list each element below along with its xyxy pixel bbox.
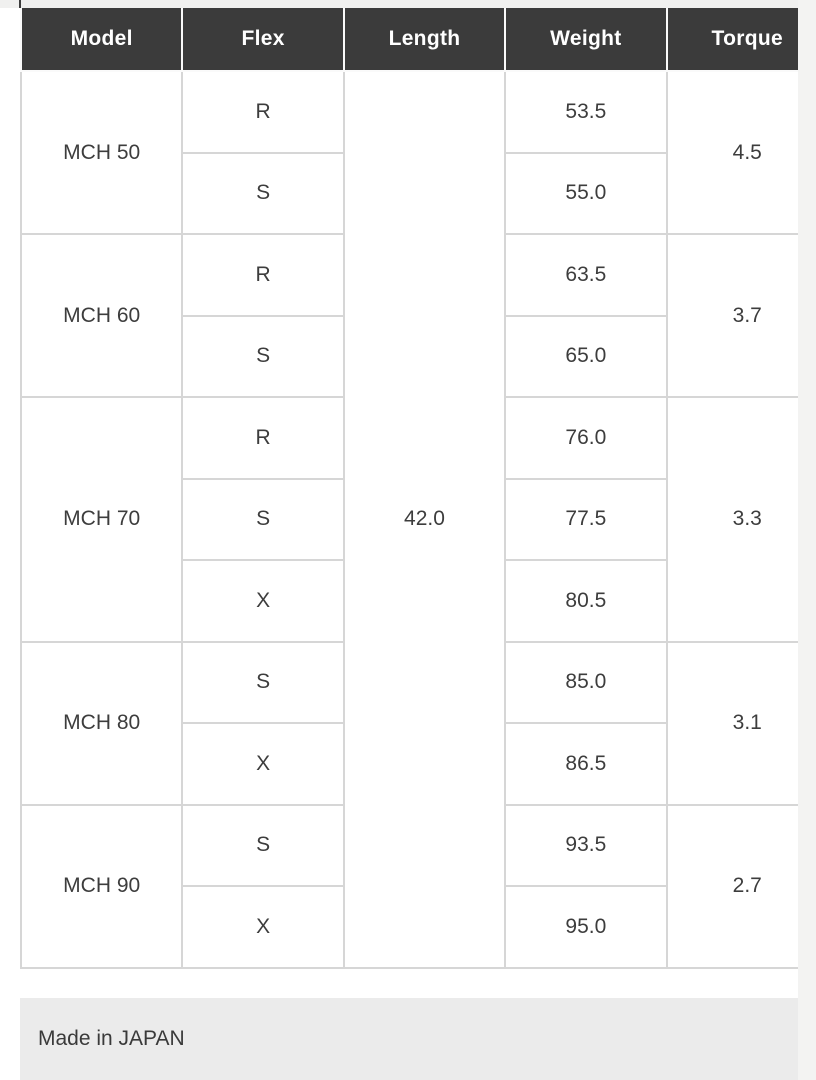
weight-cell: 86.5 (504, 722, 668, 806)
table-row: MCH 50 R 42.0 53.5 4.5 (20, 70, 798, 969)
flex-cell: X (181, 722, 345, 806)
flex-cell: R (181, 233, 345, 317)
column-header-torque: Torque (665, 8, 798, 72)
weight-cell: 85.0 (504, 640, 668, 724)
table-row: MCH 70 R 76.0 3.3 (20, 396, 798, 643)
flex-cell: R (181, 396, 345, 480)
made-in-japan-footer: Made in JAPAN (20, 998, 798, 1080)
weight-cell: 76.0 (504, 396, 668, 480)
flex-cell: X (181, 559, 345, 643)
torque-cell: 4.5 (665, 70, 798, 235)
column-header-flex: Flex (181, 8, 345, 72)
top-clipped-strip (0, 0, 798, 8)
flex-cell: X (181, 885, 345, 969)
spec-table-scroll-area[interactable]: Model Flex Length Weight Torque MCH 50 R 4… (20, 8, 798, 972)
table-left-border-sliver (19, 0, 21, 8)
column-header-weight: Weight (504, 8, 668, 72)
weight-cell: 77.5 (504, 477, 668, 561)
table-row: MCH 90 S 93.5 2.7 (20, 803, 798, 969)
torque-cell: 3.1 (665, 640, 798, 806)
model-cell: MCH 50 (20, 70, 184, 235)
spec-table-body: MCH 50 R 42.0 53.5 4.5 S 55.0 MCH 60 R 63.5 3.7 S 65… (20, 70, 798, 969)
flex-cell: S (181, 151, 345, 235)
shaft-spec-table: Model Flex Length Weight Torque MCH 50 R 4… (20, 8, 798, 969)
flex-cell: S (181, 477, 345, 561)
weight-cell: 95.0 (504, 885, 668, 969)
weight-cell: 55.0 (504, 151, 668, 235)
column-header-length: Length (342, 8, 507, 72)
model-cell: MCH 60 (20, 233, 184, 398)
column-header-model: Model (20, 8, 184, 72)
made-in-japan-label: Made in JAPAN (38, 1027, 185, 1050)
spec-table-header: Model Flex Length Weight Torque (20, 8, 798, 72)
flex-cell: S (181, 803, 345, 887)
weight-cell: 63.5 (504, 233, 668, 317)
model-cell: MCH 70 (20, 396, 184, 643)
flex-cell: S (181, 640, 345, 724)
flex-cell: S (181, 314, 345, 398)
weight-cell: 53.5 (504, 70, 668, 154)
table-row: S 77.5 (21, 477, 798, 561)
table-row: MCH 80 S 85.0 3.1 (20, 640, 798, 806)
weight-cell: 80.5 (504, 559, 668, 643)
right-page-gutter (798, 0, 816, 1080)
weight-cell: 93.5 (504, 803, 668, 887)
torque-cell: 3.7 (665, 233, 798, 398)
torque-cell: 3.3 (665, 396, 798, 643)
weight-cell: 65.0 (504, 314, 668, 398)
model-cell: MCH 80 (20, 640, 184, 806)
table-row: X 95.0 (21, 885, 798, 969)
length-cell: 42.0 (342, 70, 507, 969)
table-row: X 86.5 (21, 722, 798, 806)
flex-cell: R (181, 70, 345, 154)
model-cell: MCH 90 (20, 803, 184, 969)
table-row: MCH 60 R 63.5 3.7 (20, 233, 798, 398)
table-row: S 65.0 (21, 314, 798, 398)
torque-cell: 2.7 (665, 803, 798, 969)
table-row: X 80.5 (21, 559, 798, 643)
table-row: S 55.0 (21, 151, 798, 235)
